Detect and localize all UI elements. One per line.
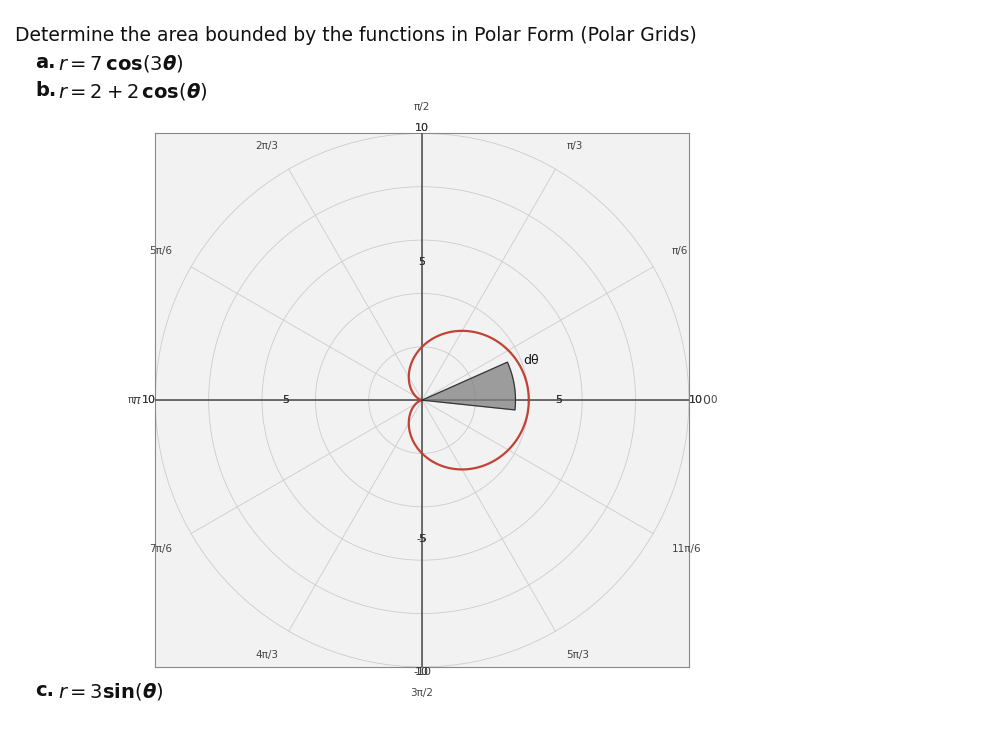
Text: $r = 3\mathbf{sin}(\boldsymbol{\theta})$: $r = 3\mathbf{sin}(\boldsymbol{\theta})$ [58, 681, 164, 702]
Text: π: π [128, 395, 134, 405]
Text: 7π/6: 7π/6 [150, 544, 173, 554]
Text: 5: 5 [281, 395, 288, 405]
Text: π/3: π/3 [566, 141, 583, 150]
Text: 5: 5 [419, 257, 425, 267]
Text: 5π/6: 5π/6 [150, 246, 173, 256]
Text: -10: -10 [413, 667, 431, 677]
Text: π/2: π/2 [414, 102, 430, 112]
Text: 5: 5 [419, 257, 425, 267]
Text: dθ: dθ [524, 354, 539, 368]
Text: 0: 0 [711, 395, 717, 405]
Text: 10: 10 [415, 667, 429, 677]
Text: b.: b. [35, 81, 56, 100]
Text: 10: 10 [415, 124, 429, 133]
Text: $r = 2 + 2\,\mathbf{cos}(\boldsymbol{\theta})$: $r = 2 + 2\,\mathbf{cos}(\boldsymbol{\th… [58, 81, 207, 102]
Text: 5: 5 [419, 534, 425, 543]
Text: -5: -5 [417, 534, 427, 543]
Polygon shape [422, 362, 516, 410]
Text: 10: 10 [688, 395, 702, 405]
Text: π/6: π/6 [671, 246, 688, 256]
Text: 3π/2: 3π/2 [411, 688, 433, 698]
Text: 5: 5 [556, 395, 563, 405]
Text: a.: a. [35, 53, 55, 72]
Text: 10: 10 [142, 395, 156, 405]
Text: 5π/3: 5π/3 [566, 650, 589, 659]
Text: $\pi$: $\pi$ [133, 393, 142, 407]
Text: 5: 5 [556, 395, 563, 405]
Text: 5: 5 [281, 395, 288, 405]
Text: c.: c. [35, 681, 54, 700]
Text: $r = 7\,\mathbf{cos}(3\boldsymbol{\theta})$: $r = 7\,\mathbf{cos}(3\boldsymbol{\theta… [58, 53, 184, 74]
Text: 2π/3: 2π/3 [255, 141, 278, 150]
Text: 10: 10 [142, 395, 156, 405]
Text: Determine the area bounded by the functions in Polar Form (Polar Grids): Determine the area bounded by the functi… [15, 26, 696, 45]
Text: 4π/3: 4π/3 [255, 650, 278, 659]
Text: 11π/6: 11π/6 [671, 544, 701, 554]
Text: 10: 10 [415, 124, 429, 133]
Text: 10: 10 [688, 395, 702, 405]
Text: 0: 0 [702, 393, 711, 407]
